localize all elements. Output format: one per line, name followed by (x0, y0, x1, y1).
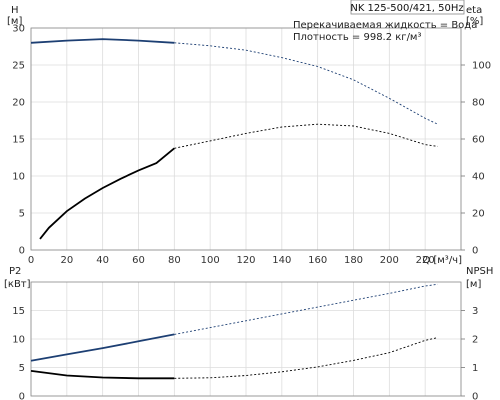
flow-axis-label: Q [м³/ч] (422, 255, 462, 266)
top-right-tick-label: 20 (472, 209, 485, 220)
top-series-0-solid-line (30, 38, 175, 44)
x-tick-label: 200 (380, 255, 399, 266)
bottom-right-tick-label: 1 (472, 363, 478, 374)
fluid-annotation: Перекачиваемая жидкость = Вода (293, 20, 477, 31)
eta-axis-unit: [%] (466, 16, 483, 27)
top-left-tick-label: 5 (19, 209, 25, 220)
chart-title: NK 125-500/421, 50Hz (350, 3, 463, 14)
top-grid (30, 27, 462, 251)
bottom-series-1-solid-line (30, 370, 175, 380)
top-left-tick-label: 10 (12, 172, 25, 183)
bottom-right-tick-label: 2 (472, 335, 478, 346)
x-tick-label: 0 (28, 255, 34, 266)
x-tick-label: 80 (168, 255, 181, 266)
density-annotation: Плотность = 998.2 кг/м³ (293, 32, 422, 43)
top-right-tick-label: 0 (472, 246, 478, 257)
bottom-grid (30, 282, 462, 397)
power-axis-unit: [кВт] (4, 279, 31, 290)
top-series-1-dashed-line (174, 123, 438, 149)
bottom-series-1-dashed-line (174, 337, 438, 379)
top-left-tick-label: 0 (19, 246, 25, 257)
npsh-axis-unit: [м] (466, 279, 481, 290)
bottom-series-0-dashed-line (174, 283, 438, 335)
top-series-0-dashed-line (174, 42, 438, 125)
top-left-tick-label: 30 (12, 24, 25, 35)
x-tick-label: 140 (272, 255, 291, 266)
bottom-left-tick-label: 10 (12, 335, 25, 346)
bottom-right-tick-label: 3 (472, 306, 478, 317)
npsh-axis-label: NPSH (466, 266, 493, 277)
x-tick-label: 160 (308, 255, 327, 266)
x-tick-label: 120 (236, 255, 255, 266)
bottom-left-tick-label: 5 (19, 363, 25, 374)
x-tick-label: 20 (60, 255, 73, 266)
power-axis-label: P2 (9, 266, 21, 277)
bottom-series-0-solid-line (30, 333, 175, 362)
bottom-left-tick-label: 15 (12, 306, 25, 317)
top-left-tick-label: 25 (12, 61, 25, 72)
title-box (350, 0, 465, 15)
top-right-tick-label: 100 (472, 61, 491, 72)
eta-axis-label: eta (466, 5, 482, 16)
top-right-tick-label: 40 (472, 172, 485, 183)
bottom-right-tick-label: 0 (472, 392, 478, 400)
x-tick-label: 100 (201, 255, 220, 266)
x-tick-label: 180 (344, 255, 363, 266)
curves (30, 38, 438, 380)
head-axis-unit: [м] (7, 16, 22, 27)
head-axis-label: H (11, 5, 19, 16)
top-right-tick-label: 80 (472, 98, 485, 109)
bottom-left-tick-label: 0 (19, 392, 25, 400)
top-right-tick-label: 60 (472, 135, 485, 146)
x-tick-label: 60 (132, 255, 145, 266)
top-series-1-solid-line (39, 147, 175, 240)
top-left-tick-label: 20 (12, 98, 25, 109)
x-tick-label: 40 (96, 255, 109, 266)
top-left-tick-label: 15 (12, 135, 25, 146)
x-tick-label: 220 (416, 255, 435, 266)
